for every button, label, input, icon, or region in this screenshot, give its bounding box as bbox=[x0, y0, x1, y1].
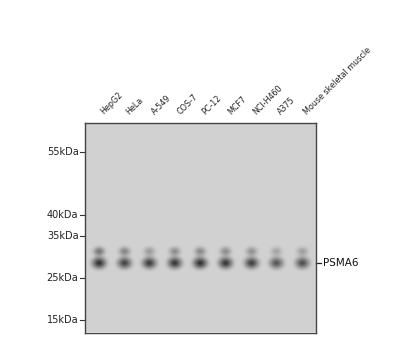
Text: 35kDa: 35kDa bbox=[47, 231, 79, 241]
Text: PSMA6: PSMA6 bbox=[322, 258, 358, 268]
Text: A-549: A-549 bbox=[150, 93, 173, 116]
Text: HeLa: HeLa bbox=[125, 96, 145, 116]
Text: 55kDa: 55kDa bbox=[47, 147, 79, 157]
Text: A375: A375 bbox=[276, 95, 297, 116]
Text: 40kDa: 40kDa bbox=[47, 210, 79, 220]
Text: Mouse skeletal muscle: Mouse skeletal muscle bbox=[302, 46, 373, 116]
Text: HepG2: HepG2 bbox=[99, 91, 125, 116]
Text: COS-7: COS-7 bbox=[175, 92, 199, 116]
Text: 25kDa: 25kDa bbox=[47, 273, 79, 283]
Text: MCF7: MCF7 bbox=[226, 94, 248, 116]
Text: NCI-H460: NCI-H460 bbox=[251, 83, 284, 116]
Text: PC-12: PC-12 bbox=[200, 93, 224, 116]
Text: 15kDa: 15kDa bbox=[47, 315, 79, 325]
